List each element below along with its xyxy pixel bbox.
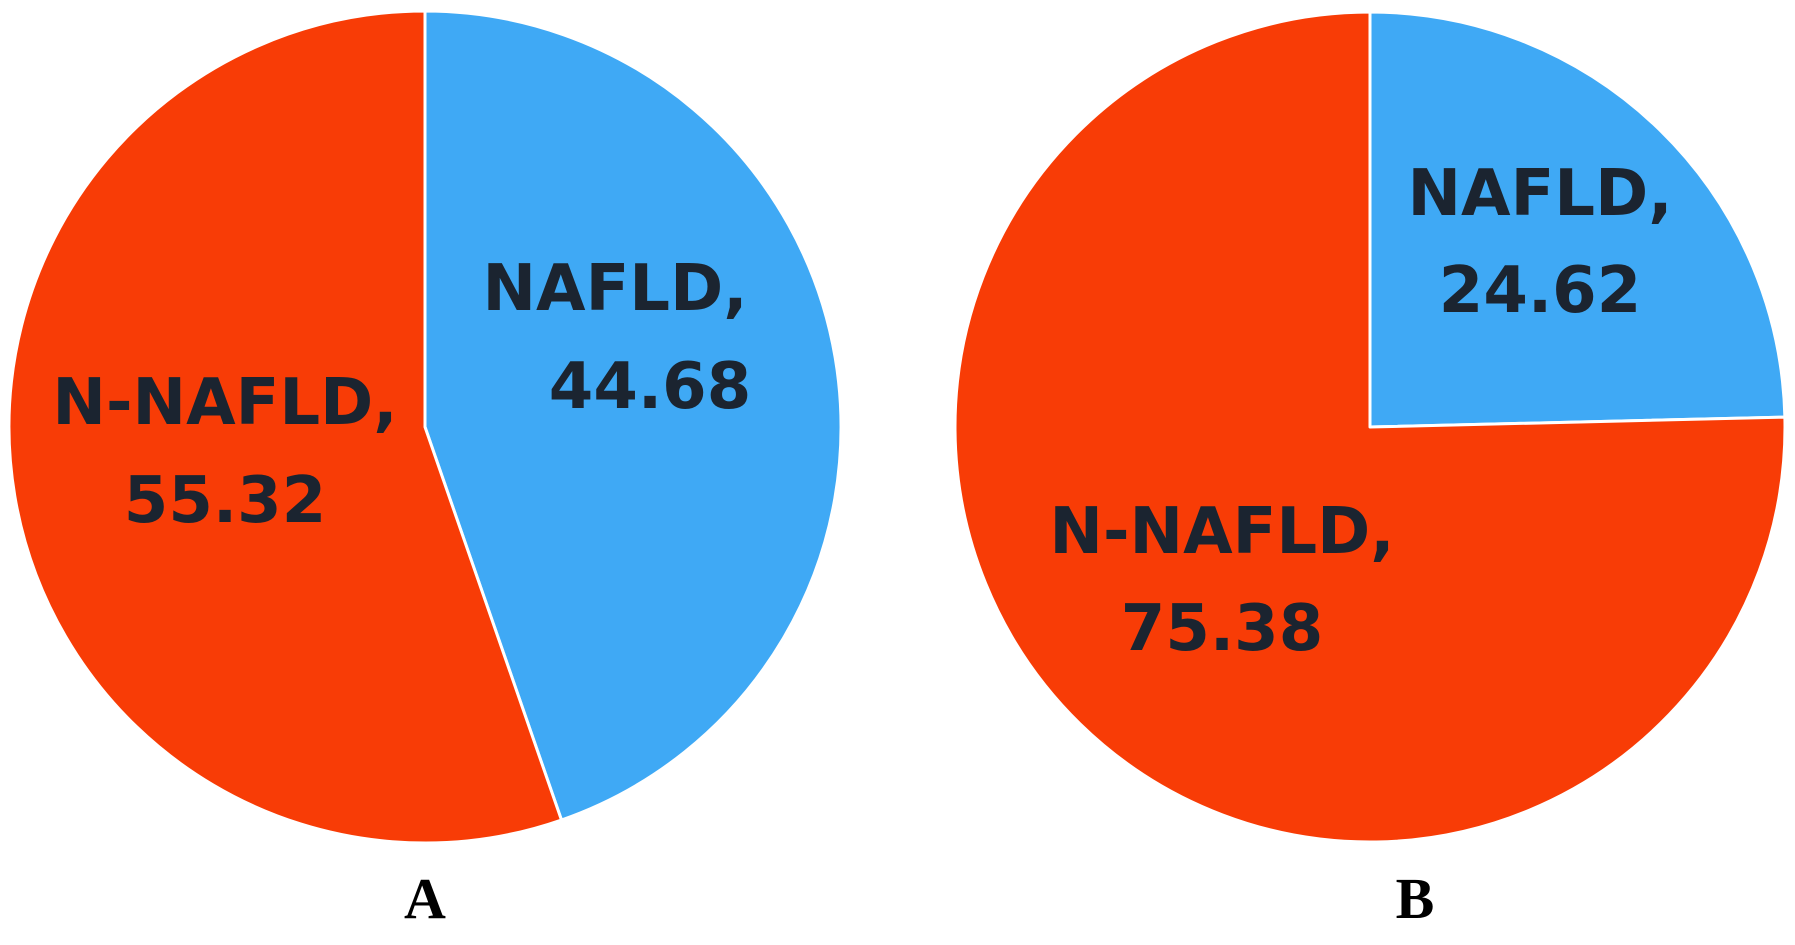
- pie-a-slices: [7, 9, 843, 845]
- pie-b-slice-label-nafld: NAFLD,: [1407, 157, 1672, 231]
- pie-b-slice-value-n-nafld: 75.38: [1121, 592, 1323, 666]
- panel-label-a: A: [404, 866, 446, 931]
- pie-chart-a: NAFLD, 44.68 N-NAFLD, 55.32 A: [7, 9, 843, 931]
- pie-b-slice-label-n-nafld: N-NAFLD,: [1049, 495, 1394, 569]
- pie-a-slice-label-nafld: NAFLD,: [482, 252, 747, 326]
- pie-a-slice-label-n-nafld: N-NAFLD,: [52, 366, 397, 440]
- pie-b-slice-nafld: [1368, 10, 1787, 429]
- pie-chart-b: NAFLD, 24.62 N-NAFLD, 75.38 B: [953, 10, 1787, 931]
- pie-b-slices: [953, 10, 1787, 844]
- pie-a-slice-value-nafld: 44.68: [549, 350, 751, 424]
- pie-b-slice-value-nafld: 24.62: [1439, 254, 1641, 328]
- panel-label-b: B: [1396, 866, 1435, 931]
- pie-a-slice-nafld: [423, 9, 843, 822]
- pie-b-slice-n-nafld: [953, 10, 1787, 844]
- pie-a-slice-n-nafld: [7, 9, 563, 845]
- pie-a-slice-value-n-nafld: 55.32: [124, 464, 326, 538]
